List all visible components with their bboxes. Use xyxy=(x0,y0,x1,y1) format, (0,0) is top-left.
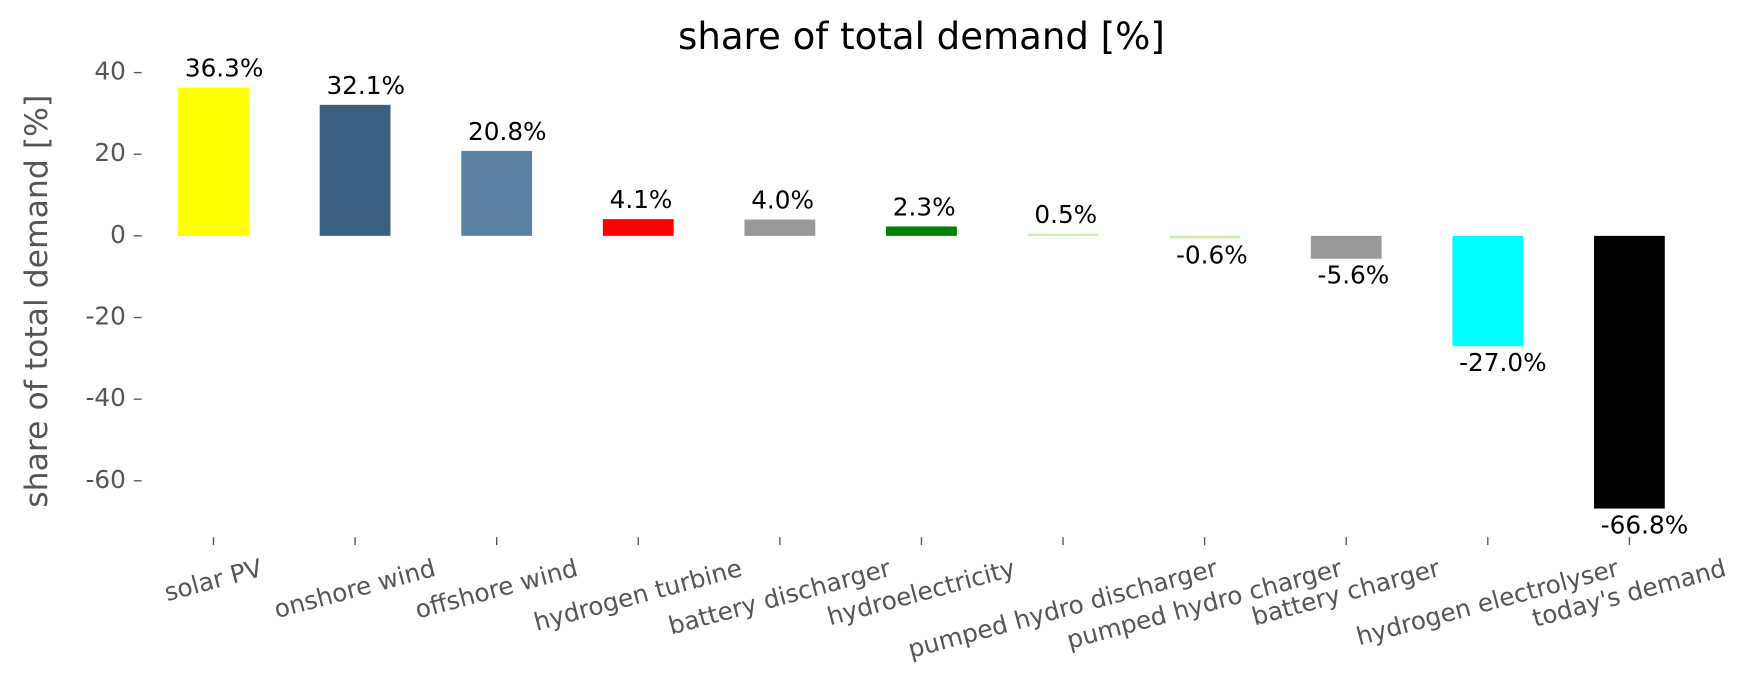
value-label: 4.1% xyxy=(610,185,673,214)
y-tick-label: 20 xyxy=(94,138,125,167)
bar xyxy=(1452,235,1524,347)
y-tick-label: 0 xyxy=(110,220,126,249)
bar xyxy=(178,87,249,236)
x-tick-label: solar PV xyxy=(161,553,265,607)
value-label: 2.3% xyxy=(893,193,956,222)
value-label: -5.6% xyxy=(1318,261,1390,290)
value-label: 32.1% xyxy=(326,71,405,100)
bar xyxy=(1169,235,1241,239)
y-axis-label: share of total demand [%] xyxy=(19,95,55,508)
bar xyxy=(1027,233,1099,236)
value-label: 20.8% xyxy=(468,117,547,146)
chart-title: share of total demand [%] xyxy=(678,15,1165,58)
bar xyxy=(461,150,533,236)
bar xyxy=(1593,235,1665,509)
bar xyxy=(319,104,391,236)
y-tick-label: -60 xyxy=(85,465,125,494)
y-tick-label: 40 xyxy=(94,57,125,86)
bar xyxy=(886,226,957,236)
value-label: 4.0% xyxy=(751,186,814,215)
value-label: 0.5% xyxy=(1034,200,1097,229)
value-label: -0.6% xyxy=(1176,240,1248,269)
x-tick-label: onshore wind xyxy=(271,553,438,624)
y-tick-label: -20 xyxy=(85,302,125,331)
y-tick-label: -40 xyxy=(85,383,125,412)
bar xyxy=(602,219,674,236)
bar xyxy=(1310,235,1382,259)
bar xyxy=(744,219,816,236)
value-label: -27.0% xyxy=(1459,348,1546,377)
value-label: 36.3% xyxy=(185,54,264,83)
value-label: -66.8% xyxy=(1601,511,1688,540)
